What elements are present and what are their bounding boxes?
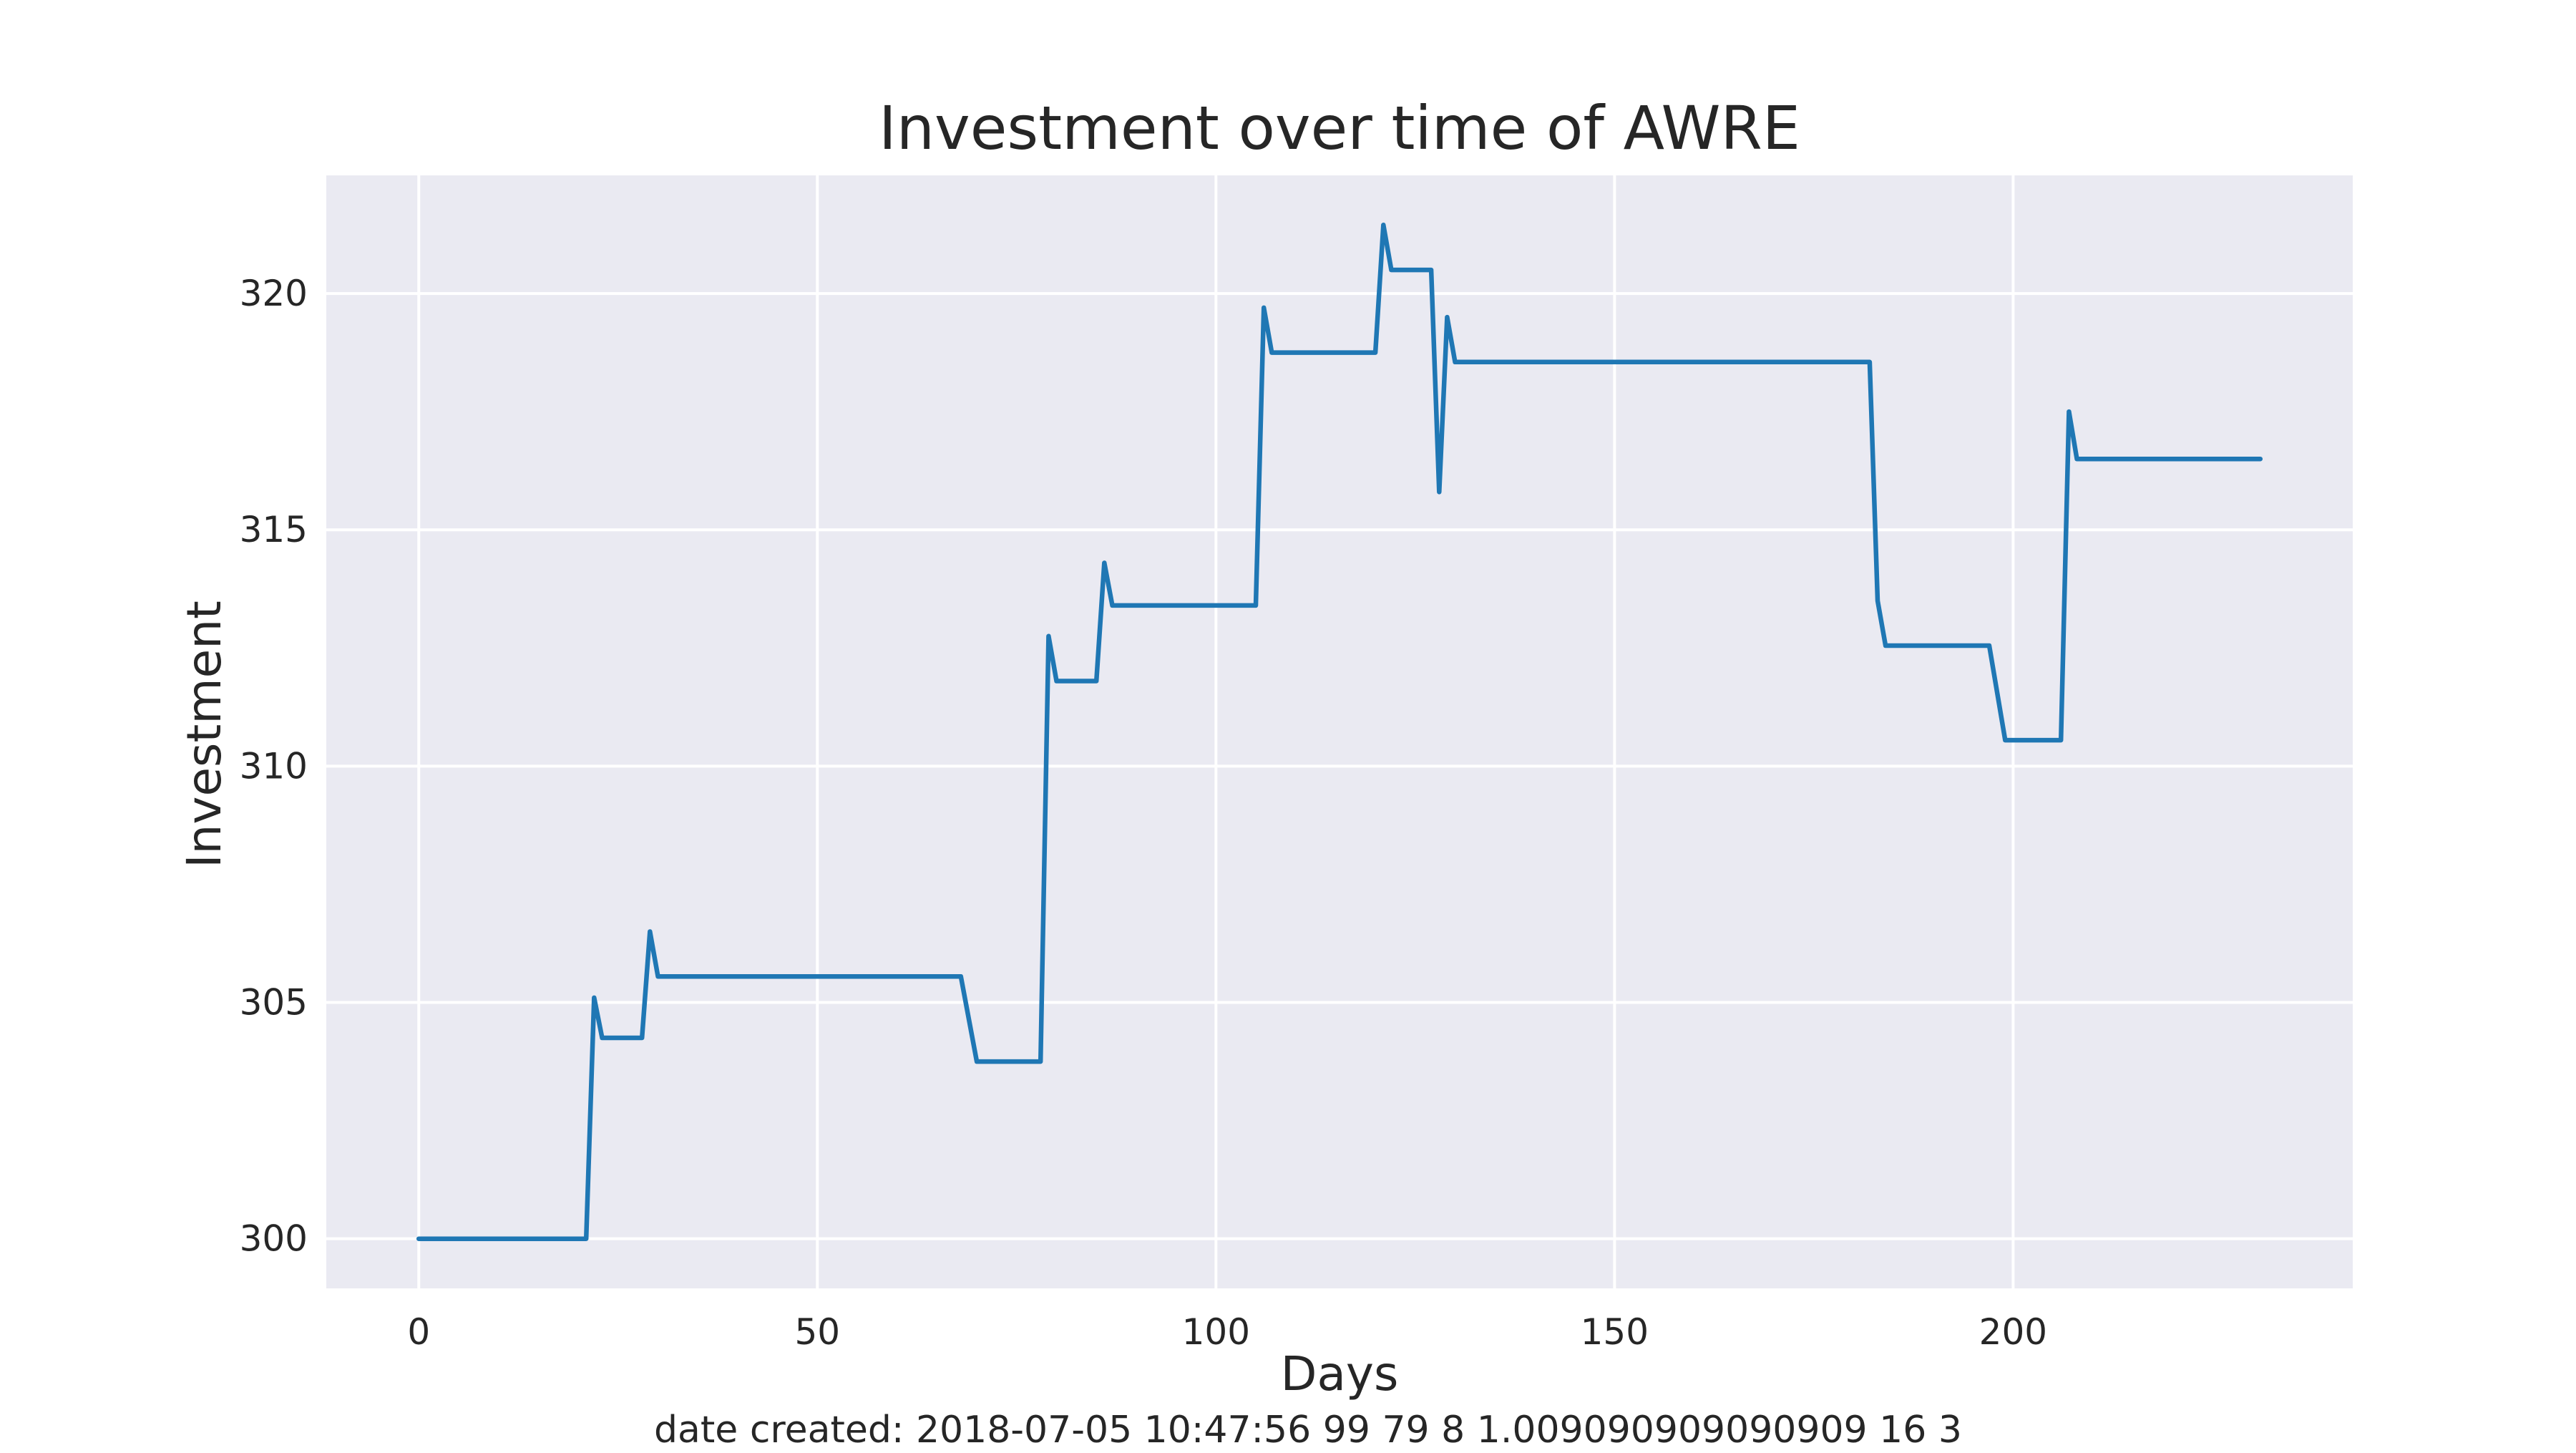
chart-title: Investment over time of AWRE xyxy=(879,93,1800,163)
x-tick-label: 200 xyxy=(1979,1311,2047,1353)
y-tick-label: 300 xyxy=(240,1218,308,1260)
plot-area xyxy=(326,175,2353,1288)
y-axis-label: Investment xyxy=(177,601,232,868)
y-tick-label: 315 xyxy=(240,509,308,550)
y-tick-label: 305 xyxy=(240,982,308,1024)
footer-caption: date created: 2018-07-05 10:47:56 99 79 … xyxy=(654,1409,1962,1449)
x-axis-label: Days xyxy=(1281,1346,1399,1401)
x-tick-label: 150 xyxy=(1581,1311,1649,1353)
y-tick-label: 310 xyxy=(240,745,308,787)
series-line-investment xyxy=(416,223,2263,1241)
y-tick-label: 320 xyxy=(240,273,308,314)
x-tick-label: 50 xyxy=(794,1311,840,1353)
x-tick-label: 100 xyxy=(1182,1311,1250,1353)
y-grid-lines xyxy=(326,292,2353,1240)
y-tick-labels: 300 305 310 315 320 xyxy=(240,273,308,1260)
x-tick-label: 0 xyxy=(407,1311,430,1353)
x-tick-labels: 0 50 100 150 200 xyxy=(407,1311,2047,1353)
